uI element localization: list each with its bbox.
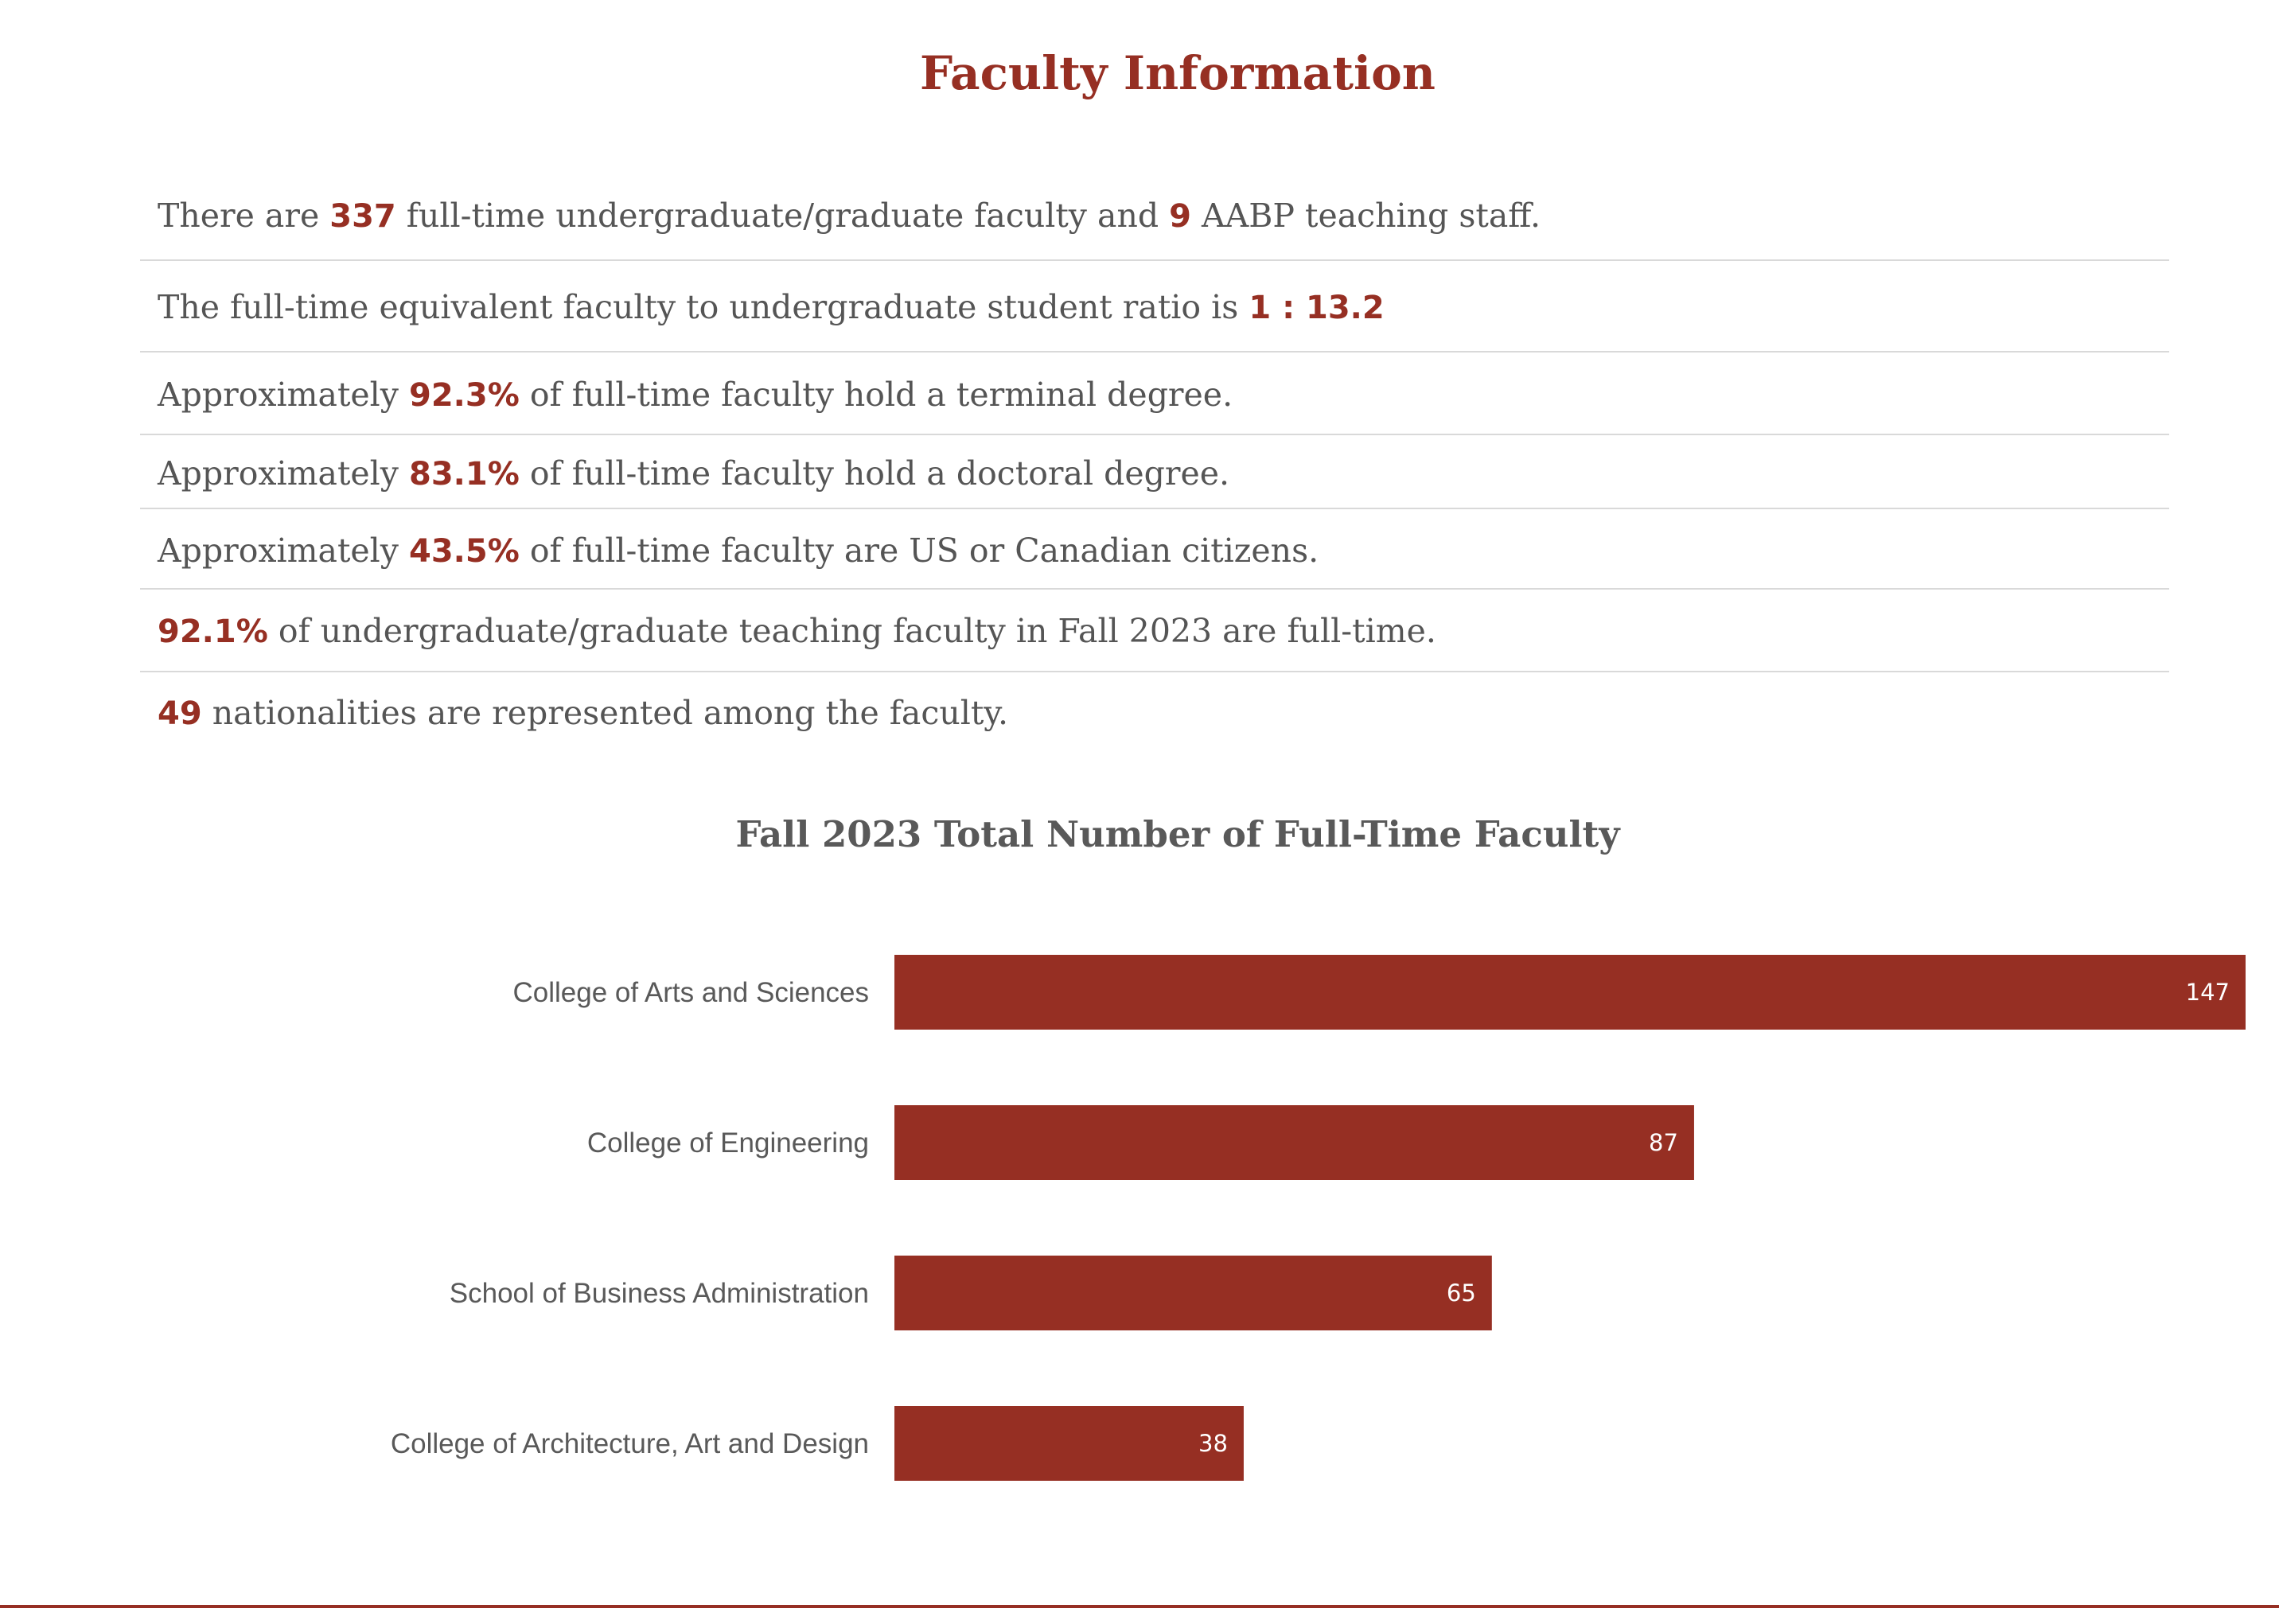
fact-value: 43.5% xyxy=(409,533,520,570)
fact-text: There are xyxy=(158,197,330,235)
fact-value: 337 xyxy=(329,198,396,235)
fact-full-time-share: 92.1% of undergraduate/graduate teaching… xyxy=(140,610,2169,652)
fact-value: 49 xyxy=(158,695,202,732)
bar-college-of-arts-and-sciences xyxy=(894,955,2246,1030)
fact-text: Approximately xyxy=(158,532,409,570)
value-label-college-of-arts-and-sciences: 147 xyxy=(2186,979,2230,1006)
divider xyxy=(140,434,2169,435)
fact-text: of full-time faculty hold a terminal deg… xyxy=(519,376,1233,414)
category-label-school-of-business-administration: School of Business Administration xyxy=(450,1278,869,1309)
divider xyxy=(140,259,2169,261)
fact-text: nationalities are represented among the … xyxy=(201,694,1009,732)
fact-text: Approximately xyxy=(158,376,409,414)
fact-text: of undergraduate/graduate teaching facul… xyxy=(267,612,1436,650)
category-label-college-of-engineering: College of Engineering xyxy=(587,1127,869,1159)
fact-text: Approximately xyxy=(158,454,409,493)
fact-nationalities: 49 nationalities are represented among t… xyxy=(140,692,2169,734)
fact-value: 83.1% xyxy=(409,456,520,493)
divider xyxy=(140,671,2169,672)
divider xyxy=(140,351,2169,352)
page-title: Faculty Information xyxy=(920,46,1436,100)
fact-ratio: The full-time equivalent faculty to unde… xyxy=(140,286,2169,329)
bar-college-of-architecture-art-and-design xyxy=(894,1406,1244,1481)
fact-text: of full-time faculty hold a doctoral deg… xyxy=(519,454,1230,493)
bar-school-of-business-administration xyxy=(894,1256,1492,1330)
value-label-college-of-architecture-art-and-design: 38 xyxy=(1198,1430,1228,1457)
fact-value: 92.1% xyxy=(158,613,268,650)
faculty-bar-chart: College of Arts and Sciences 147 College o… xyxy=(391,955,2246,1481)
fact-terminal-degree: Approximately 92.3% of full-time faculty… xyxy=(140,374,2169,416)
fact-text: full-time undergraduate/graduate faculty… xyxy=(395,197,1170,235)
category-label-college-of-architecture-art-and-design: College of Architecture, Art and Design xyxy=(391,1428,869,1459)
fact-text: of full-time faculty are US or Canadian … xyxy=(519,532,1319,570)
divider xyxy=(140,508,2169,509)
bar-college-of-engineering xyxy=(894,1105,1694,1180)
fact-value: 92.3% xyxy=(409,377,520,414)
fact-value: 1 : 13.2 xyxy=(1249,290,1385,326)
value-label-school-of-business-administration: 65 xyxy=(1447,1279,1476,1307)
category-label-college-of-arts-and-sciences: College of Arts and Sciences xyxy=(513,977,869,1008)
chart-title: Fall 2023 Total Number of Full-Time Facu… xyxy=(735,813,1620,855)
value-label-college-of-engineering: 87 xyxy=(1649,1129,1678,1156)
fact-doctoral-degree: Approximately 83.1% of full-time faculty… xyxy=(140,453,2169,495)
divider xyxy=(140,588,2169,590)
fact-citizens: Approximately 43.5% of full-time faculty… xyxy=(140,530,2169,572)
fact-text: AABP teaching staff. xyxy=(1190,197,1541,235)
footer-rule xyxy=(0,1605,2279,1608)
fact-value: 9 xyxy=(1169,198,1191,235)
fact-faculty-count: There are 337 full-time undergraduate/gr… xyxy=(140,195,2169,237)
fact-text: The full-time equivalent faculty to unde… xyxy=(158,288,1249,326)
